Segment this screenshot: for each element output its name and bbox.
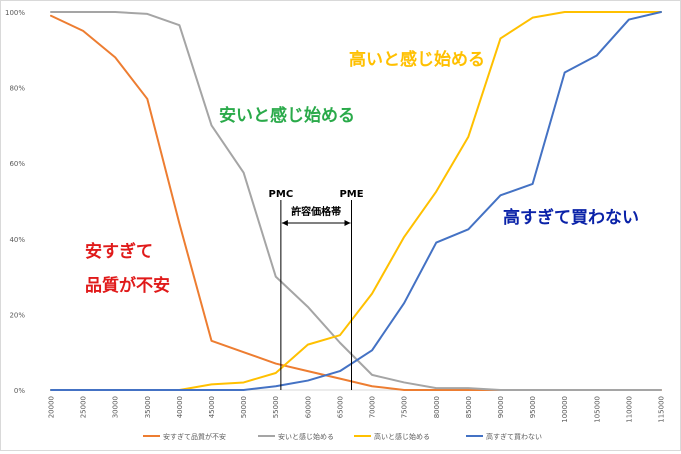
legend-label-2: 安いと感じ始める: [278, 432, 334, 441]
x-tick-label: 55000: [272, 396, 280, 418]
annotation-label: 高すぎて買わない: [503, 207, 639, 228]
x-tick-label: 20000: [48, 396, 56, 418]
y-tick-label: 100%: [5, 9, 25, 17]
annotation-label: 品質が不安: [85, 275, 170, 296]
threshold-lines: PMC PME 許容価格帯: [269, 189, 364, 390]
y-tick-label: 80%: [9, 85, 25, 93]
annotation-label: 安すぎて: [85, 241, 153, 262]
series-line-1: [50, 14, 662, 391]
annotation-label: 安いと感じ始める: [219, 105, 355, 126]
series-line-2: [50, 11, 662, 391]
x-tick-label: 25000: [80, 396, 88, 418]
x-tick-label: 105000: [593, 396, 601, 423]
legend-label-1: 安すぎて品質が不安: [163, 432, 226, 441]
x-tick-label: 90000: [497, 396, 505, 418]
x-tick-label: 85000: [465, 396, 473, 418]
y-tick-label: 40%: [9, 236, 25, 244]
x-tick-label: 80000: [433, 396, 441, 418]
x-tick-label: 70000: [369, 396, 377, 418]
y-tick-label: 20%: [9, 311, 25, 319]
range-arrow-left-head: [281, 220, 288, 226]
series-line-4: [50, 11, 662, 391]
x-tick-label: 95000: [529, 396, 537, 418]
x-tick-label: 60000: [304, 396, 312, 418]
x-tick-label: 40000: [176, 396, 184, 418]
range-label: 許容価格帯: [291, 205, 341, 218]
x-tick-label: 30000: [112, 396, 120, 418]
range-arrow-right-head: [344, 220, 351, 226]
y-tick-label: 60%: [9, 160, 25, 168]
legend-label-4: 高すぎて買わない: [486, 432, 542, 441]
x-tick-label: 50000: [240, 396, 248, 418]
legend-label-3: 高いと感じ始める: [374, 432, 430, 441]
legend: 安すぎて品質が不安 安いと感じ始める 高いと感じ始める 高すぎて買わない: [143, 432, 542, 441]
x-tick-label: 45000: [208, 396, 216, 418]
x-tick-label: 110000: [625, 396, 633, 423]
series-lines: [50, 11, 662, 391]
x-tick-label: 115000: [658, 396, 666, 423]
threshold-label-pmc: PMC: [269, 189, 294, 200]
x-tick-label: 75000: [401, 396, 409, 418]
x-tick-label: 35000: [144, 396, 152, 418]
threshold-label-pme: PME: [339, 189, 363, 200]
x-tick-label: 100000: [561, 396, 569, 423]
axes: 0% 20% 40% 60% 80% 100% 20000 25000 30000 35000 40…: [5, 9, 666, 423]
y-tick-label: 0%: [14, 387, 25, 395]
annotation-label: 高いと感じ始める: [349, 49, 485, 70]
x-tick-label: 65000: [336, 396, 344, 418]
